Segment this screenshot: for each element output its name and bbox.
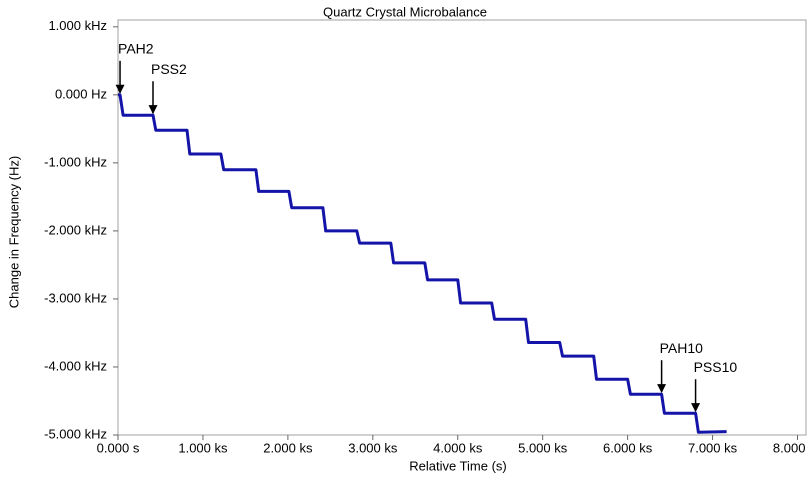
y-tick-label: -1.000 kHz — [44, 154, 107, 169]
chart-title: Quartz Crystal Microbalance — [323, 4, 487, 19]
y-tick-label: -2.000 kHz — [44, 222, 107, 237]
y-tick-label: -5.000 kHz — [44, 426, 107, 441]
y-tick-label: 0.000 Hz — [55, 86, 107, 101]
x-tick-label: 3.000 ks — [348, 440, 398, 455]
x-tick-label: 0.000 s — [97, 440, 140, 455]
data-line — [118, 93, 727, 434]
x-tick-label: 2.000 ks — [263, 440, 313, 455]
x-axis-label: Relative Time (s) — [409, 458, 507, 473]
annotation-label: PSS10 — [694, 359, 738, 375]
x-tick-label: 6.000 ks — [603, 440, 653, 455]
annotation-label: PSS2 — [151, 61, 187, 77]
x-tick-label: 7.000 ks — [688, 440, 738, 455]
y-tick-label: -3.000 kHz — [44, 290, 107, 305]
y-axis-label: Change in Frequency (Hz) — [6, 156, 21, 308]
annotation-label: PAH10 — [660, 340, 704, 356]
y-tick-label: -4.000 kHz — [44, 358, 107, 373]
annotation-label: PAH2 — [118, 41, 154, 57]
x-tick-label: 8.000 ks — [773, 440, 810, 455]
x-tick-label: 1.000 ks — [178, 440, 228, 455]
x-tick-label: 5.000 ks — [518, 440, 568, 455]
plot-frame — [117, 19, 807, 436]
x-tick-label: 4.000 ks — [433, 440, 483, 455]
y-tick-label: 1.000 kHz — [48, 18, 107, 33]
